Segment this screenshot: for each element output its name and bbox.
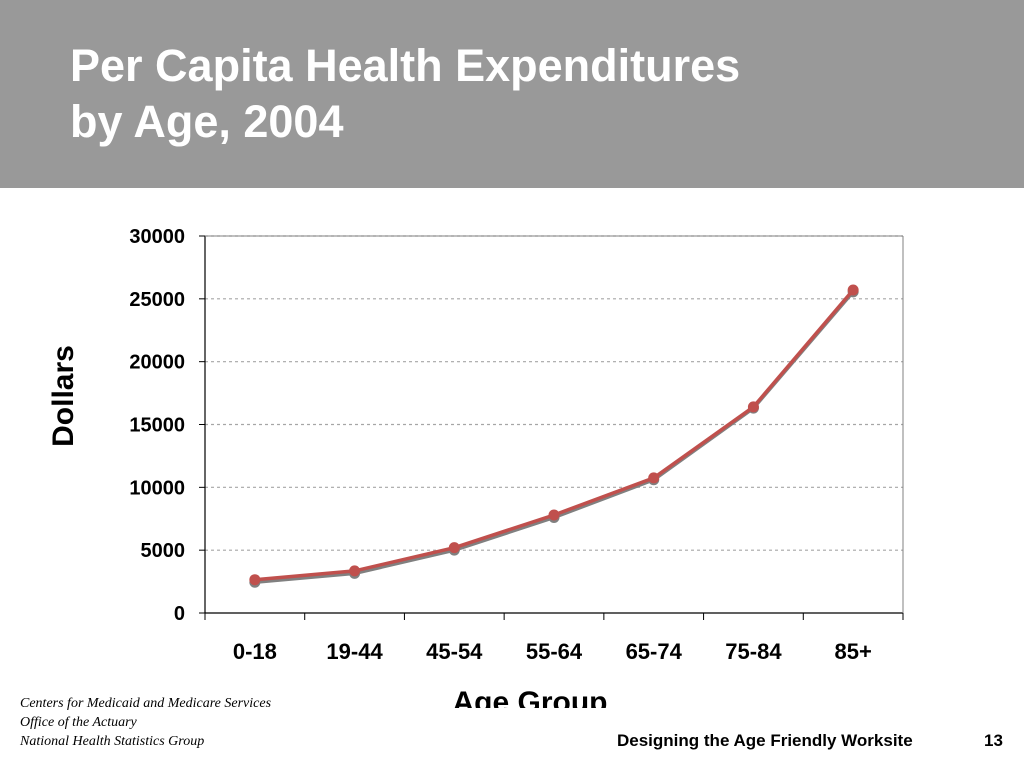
y-tick-label: 10000 <box>129 477 185 499</box>
y-tick-label: 30000 <box>129 226 185 248</box>
x-tick-label: 55-64 <box>526 639 583 664</box>
data-point <box>349 565 361 577</box>
slide-title-line-2: by Age, 2004 <box>70 96 344 147</box>
y-tick-label: 15000 <box>129 415 185 437</box>
data-point <box>648 472 660 484</box>
source-line-3: National Health Statistics Group <box>20 734 205 749</box>
page-number: 13 <box>984 731 1003 750</box>
line-chart: 0 5000 10000 15000 20000 25000 30000 0-18 19-44 4… <box>47 226 904 708</box>
source-line-1: Centers for Medicaid and Medicare Servic… <box>20 696 272 711</box>
x-tick-label: 75-84 <box>725 639 782 664</box>
series-line <box>254 288 855 582</box>
source-citation: Centers for Medicaid and Medicare Servic… <box>20 694 271 751</box>
x-tick-label: 65-74 <box>626 639 683 664</box>
data-point <box>448 542 460 554</box>
data-point <box>747 401 759 413</box>
x-axis-title: Age Group <box>453 686 608 708</box>
slide-title-line-1: Per Capita Health Expenditures <box>70 40 741 91</box>
footer-text: Designing the Age Friendly Worksite <box>617 731 913 750</box>
x-tick-label: 19-44 <box>326 639 383 664</box>
y-tick-label: 0 <box>174 603 185 625</box>
title-banner: Per Capita Health Expenditures by Age, 2… <box>0 0 1024 188</box>
y-tick-label: 20000 <box>129 352 185 374</box>
x-tick-label: 45-54 <box>426 639 483 664</box>
source-line-2: Office of the Actuary <box>20 715 137 730</box>
data-point <box>249 574 261 586</box>
data-point <box>847 284 859 296</box>
slide-title: Per Capita Health Expenditures by Age, 2… <box>70 38 740 150</box>
y-tick-label: 5000 <box>141 540 186 562</box>
data-point <box>548 509 560 521</box>
y-axis-title: Dollars <box>47 345 80 447</box>
y-tick-label: 25000 <box>129 289 185 311</box>
x-tick-label: 0-18 <box>233 639 277 664</box>
series-line <box>254 290 855 584</box>
x-tick-label: 85+ <box>834 639 871 664</box>
